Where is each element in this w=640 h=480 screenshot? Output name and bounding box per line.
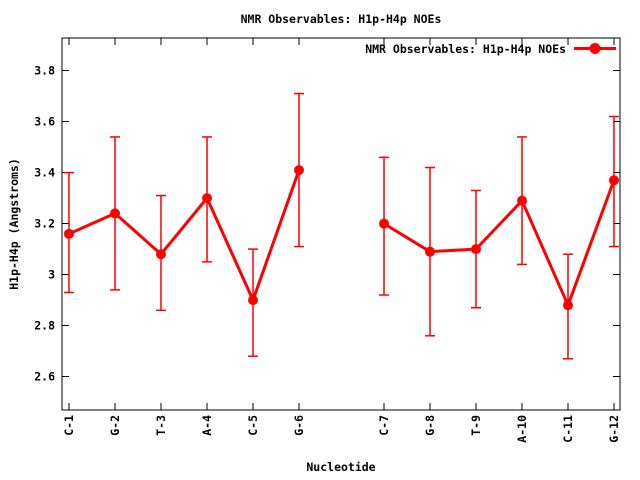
legend-line-marker-icon [574, 43, 616, 54]
x-tick-label: T-9 [469, 415, 483, 436]
data-point-marker [517, 195, 528, 206]
data-point-marker [608, 175, 619, 186]
y-tick-label: 3.4 [34, 166, 55, 180]
x-tick-label: C-11 [561, 415, 575, 443]
data-point-marker [293, 165, 304, 176]
y-tick-label: 2.6 [34, 370, 55, 384]
y-tick-label: 3.2 [34, 217, 55, 231]
legend-label: NMR Observables: H1p-H4p NOEs [365, 41, 566, 56]
series-line [383, 179, 616, 307]
x-tick-label: A-10 [515, 415, 529, 443]
data-point-marker [562, 300, 573, 311]
x-tick-label: G-6 [292, 415, 306, 436]
y-tick-label: 3 [48, 268, 55, 282]
x-tick-label: G-12 [607, 415, 621, 443]
x-tick-label: A-4 [200, 415, 214, 436]
data-point-marker [248, 295, 259, 306]
y-tick-label: 3.8 [34, 64, 55, 78]
legend: NMR Observables: H1p-H4p NOEs [365, 41, 616, 56]
x-tick-label: G-8 [423, 415, 437, 436]
data-point-marker [379, 218, 390, 229]
y-tick-label: 2.8 [34, 319, 55, 333]
data-point-marker [425, 246, 436, 257]
chart-title: NMR Observables: H1p-H4p NOEs [240, 12, 442, 26]
x-axis-label: Nucleotide [306, 460, 376, 474]
x-tick-label: C-7 [377, 415, 391, 436]
x-tick-label: C-1 [62, 415, 76, 436]
plot-border [61, 37, 621, 411]
x-tick-label: T-3 [154, 415, 168, 436]
y-tick-label: 3.6 [34, 115, 55, 129]
x-tick-label: C-5 [246, 415, 260, 436]
series-line [68, 169, 301, 302]
data-point-marker [63, 228, 74, 239]
data-point-marker [470, 244, 481, 255]
data-point-marker [155, 249, 166, 260]
data-point-marker [202, 193, 213, 204]
data-point-marker [110, 208, 121, 219]
x-tick-label: G-2 [108, 415, 122, 436]
